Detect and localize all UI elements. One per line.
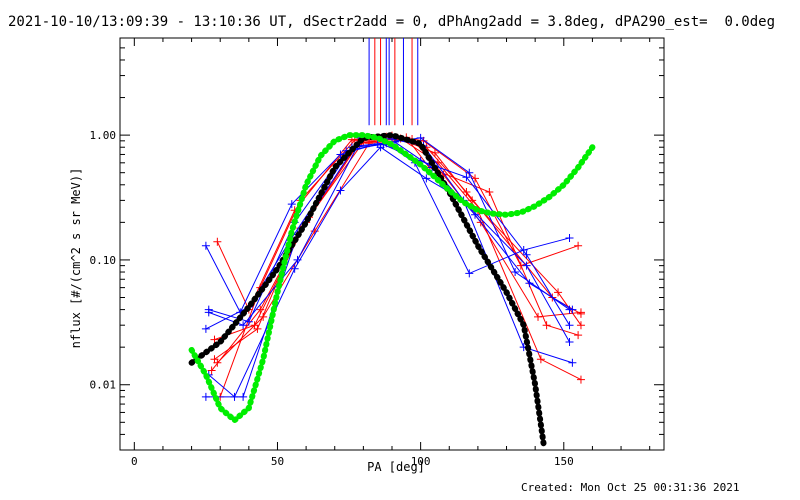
x-axis-label: PA [deg]	[367, 460, 425, 474]
data-point	[576, 321, 585, 330]
x-tick-label: 0	[131, 455, 138, 468]
data-point	[259, 312, 268, 321]
data-point	[576, 375, 585, 384]
data-point	[536, 355, 545, 364]
series-line	[208, 141, 573, 326]
chart-title: 2021-10-10/13:09:39 - 13:10:36 UT, dSect…	[8, 14, 776, 30]
y-axis-label: nflux [#/(cm^2 s sr MeV)]	[69, 168, 83, 349]
plot-frame	[119, 37, 665, 451]
axis-labels: PA [deg] nflux [#/(cm^2 s sr MeV)]	[69, 168, 425, 474]
data-point	[554, 288, 563, 297]
data-point	[290, 264, 299, 273]
data-point	[576, 308, 585, 317]
data-point	[207, 366, 216, 375]
series-line	[214, 137, 582, 341]
axes: 0 50 100 150 0.01 0.10 1.00	[90, 37, 665, 468]
data-point	[422, 174, 431, 183]
green-fit-curve	[188, 132, 596, 425]
x-tick-label: 50	[271, 455, 284, 468]
series-line	[205, 144, 570, 330]
x-tick-label: 150	[554, 455, 574, 468]
data-point	[565, 321, 574, 330]
data-point	[511, 268, 520, 277]
data-point	[201, 241, 210, 250]
data-point	[239, 321, 248, 330]
data-point	[462, 188, 471, 197]
series-line	[208, 142, 570, 323]
data-point	[201, 392, 210, 401]
data-point	[522, 261, 531, 270]
data-point	[239, 392, 248, 401]
data-point	[213, 358, 222, 367]
data-point	[336, 186, 345, 195]
data-point	[465, 269, 474, 278]
data-point	[485, 188, 494, 197]
data-point	[574, 331, 583, 340]
y-tick-label: 0.10	[90, 254, 117, 267]
y-tick-label: 1.00	[90, 129, 117, 142]
data-point	[253, 324, 262, 333]
data-point	[542, 321, 551, 330]
data-point	[525, 279, 534, 288]
data-point	[376, 143, 385, 152]
data-point	[213, 237, 222, 246]
created-timestamp: Created: Mon Oct 25 00:31:36 2021	[521, 481, 740, 494]
data-point	[568, 358, 577, 367]
data-point	[287, 200, 296, 209]
data-point	[565, 338, 574, 347]
data-point	[256, 305, 265, 314]
data-point	[565, 233, 574, 242]
black-fit-curve	[188, 132, 547, 448]
data-point	[574, 241, 583, 250]
data-point	[430, 148, 439, 157]
data-point	[462, 173, 471, 182]
series-line	[205, 137, 570, 398]
x-tick-label: 100	[411, 455, 431, 468]
data-point	[568, 305, 577, 314]
y-tick-label: 0.01	[90, 379, 117, 392]
data-point	[465, 168, 474, 177]
data-series	[188, 38, 596, 448]
data-point	[416, 133, 425, 142]
data-point	[204, 308, 213, 317]
data-point	[201, 324, 210, 333]
data-point	[522, 250, 531, 259]
data-point	[210, 335, 219, 344]
data-point	[471, 210, 480, 219]
data-point	[534, 312, 543, 321]
data-point	[519, 246, 528, 255]
